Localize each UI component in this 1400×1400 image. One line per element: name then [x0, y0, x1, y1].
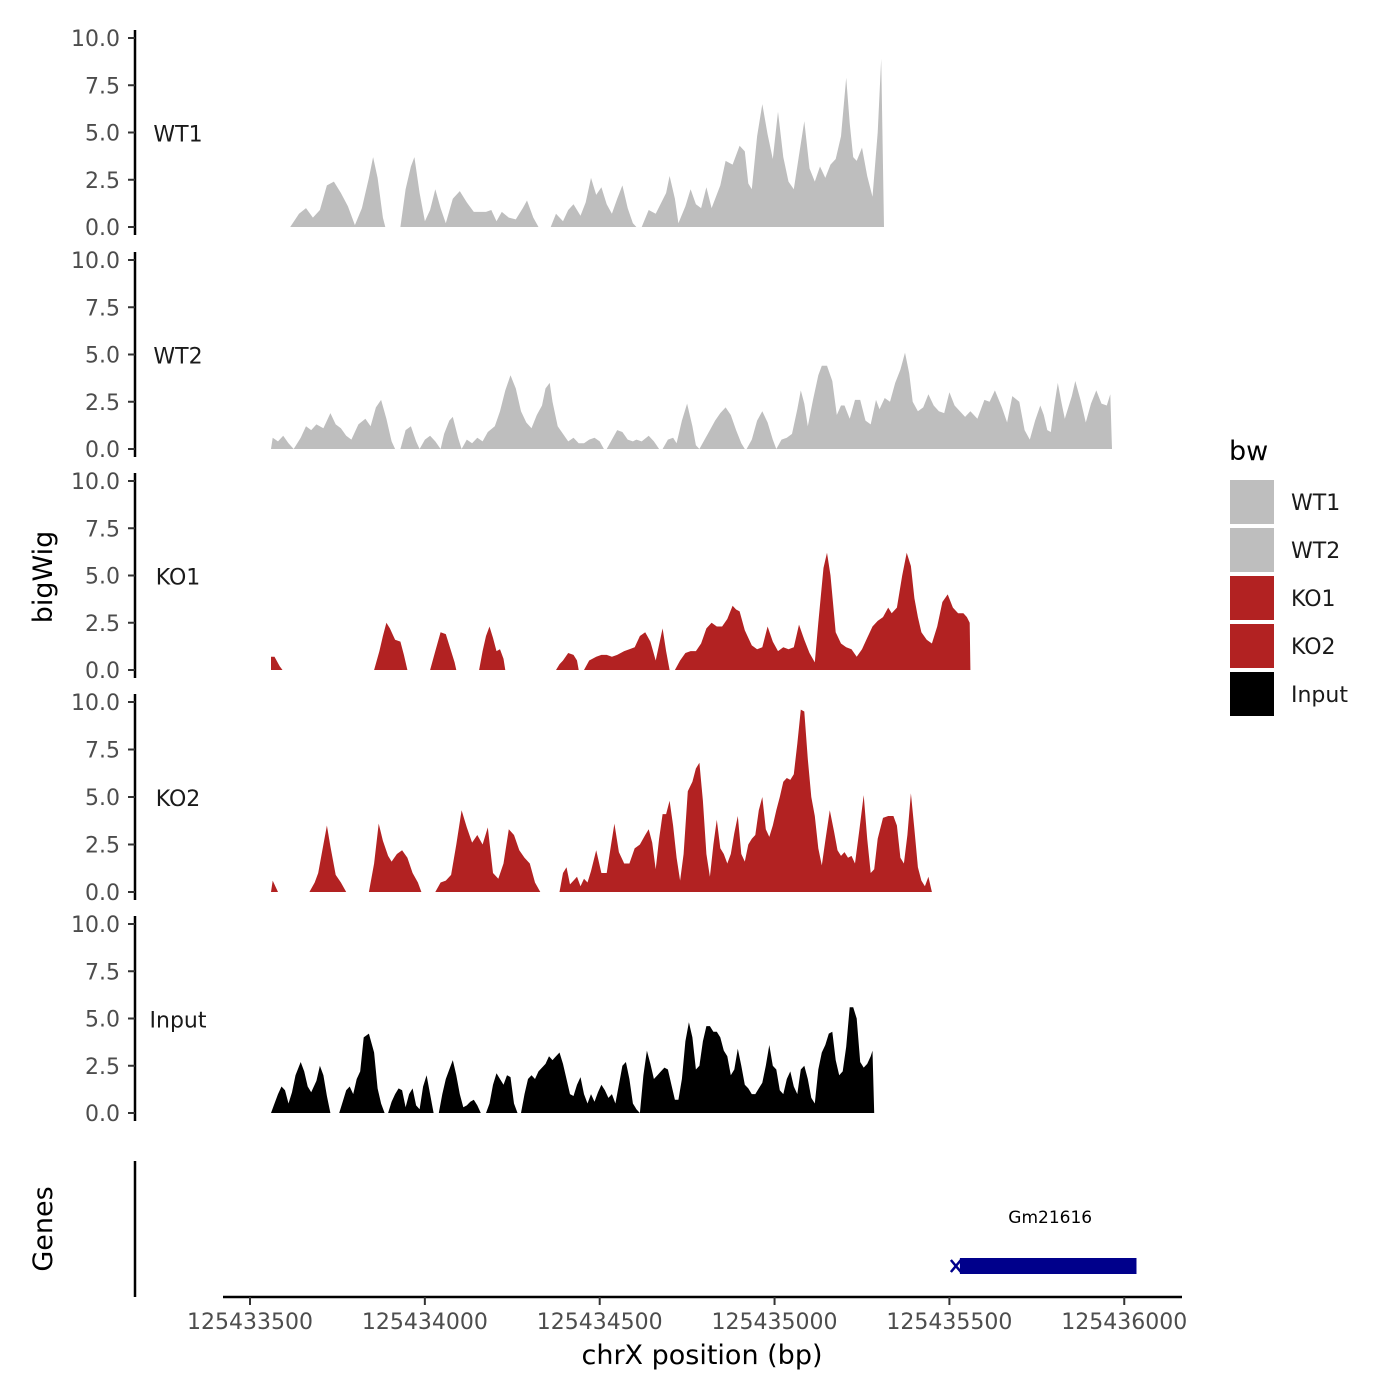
- genes-track-title: Genes: [28, 1186, 59, 1271]
- y-tick-label: 0.0: [85, 438, 120, 463]
- y-tick-label: 0.0: [85, 216, 120, 241]
- y-axis-title: bigWig: [28, 531, 59, 624]
- legend-swatch: [1230, 576, 1274, 620]
- x-tick-label: 125435000: [712, 1310, 838, 1335]
- legend-label: WT1: [1291, 491, 1340, 516]
- area-ko2: [271, 709, 932, 892]
- legend-label: KO2: [1291, 635, 1336, 660]
- y-tick-label: 7.5: [85, 74, 120, 99]
- y-tick-label: 0.0: [85, 1102, 120, 1127]
- area-wt1: [290, 58, 884, 227]
- area-ko1: [271, 552, 971, 670]
- x-axis-title: chrX position (bp): [581, 1340, 822, 1371]
- legend-swatch: [1230, 528, 1274, 572]
- y-tick-label: 2.5: [85, 391, 120, 416]
- y-tick-label: 7.5: [85, 739, 120, 764]
- genes-panel: Genes Gm21616: [28, 1161, 1137, 1297]
- track-label: KO1: [156, 566, 201, 591]
- legend-swatch: [1230, 672, 1274, 716]
- y-tick-label: 0.0: [85, 659, 120, 684]
- legend-label: Input: [1291, 683, 1348, 708]
- y-tick-label: 10.0: [71, 27, 120, 52]
- x-tick-label: 125435500: [886, 1310, 1012, 1335]
- x-tick-label: 125433500: [187, 1310, 313, 1335]
- gene-gm21616: Gm21616: [949, 1208, 1137, 1274]
- y-tick-label: 5.0: [85, 786, 120, 811]
- y-tick-label: 10.0: [71, 470, 120, 495]
- y-tick-label: 2.5: [85, 834, 120, 859]
- legend-title: bw: [1229, 436, 1268, 467]
- legend-swatch: [1230, 624, 1274, 668]
- gene-body: [959, 1258, 1137, 1274]
- legend-item-ko2: KO2: [1230, 624, 1336, 668]
- y-tick-label: 10.0: [71, 249, 120, 274]
- tracks-layer: 0.02.55.07.510.0WT10.02.55.07.510.0WT20.…: [71, 27, 1112, 1127]
- gene-label: Gm21616: [1008, 1208, 1092, 1228]
- track-label: WT1: [153, 123, 202, 148]
- track-label: KO2: [156, 787, 201, 812]
- y-tick-label: 2.5: [85, 1055, 120, 1080]
- gene-strand-marker: [949, 1259, 962, 1273]
- legend-item-wt2: WT2: [1230, 528, 1340, 572]
- y-tick-label: 5.0: [85, 565, 120, 590]
- legend-label: WT2: [1291, 539, 1340, 564]
- track-label: WT2: [153, 345, 202, 370]
- legend-item-ko1: KO1: [1230, 576, 1336, 620]
- track-wt2: 0.0 2.5 5.0 7.5 10.0 WT2: [71, 249, 1112, 463]
- y-tick-label: 7.5: [85, 960, 120, 985]
- y-tick-label: 5.0: [85, 122, 120, 147]
- y-tick-label: 2.5: [85, 612, 120, 637]
- area-input: [271, 1007, 875, 1113]
- legend-item-input: Input: [1230, 672, 1348, 716]
- y-tick-label: 7.5: [85, 517, 120, 542]
- y-tick-label: 10.0: [71, 691, 120, 716]
- y-tick-label: 7.5: [85, 296, 120, 321]
- legend-item-wt1: WT1: [1230, 480, 1340, 524]
- track-label: Input: [150, 1009, 207, 1034]
- y-tick-label: 5.0: [85, 1008, 120, 1033]
- y-tick-label: 5.0: [85, 344, 120, 369]
- legend: bw WT1 WT2 KO1 KO2 Input: [1229, 436, 1348, 716]
- track-ko1: 0.0 2.5 5.0 7.5 10.0 KO1: [71, 470, 971, 684]
- x-tick-label: 125434000: [362, 1310, 488, 1335]
- legend-label: KO1: [1291, 587, 1336, 612]
- y-tick-label: 2.5: [85, 169, 120, 194]
- area-wt2: [271, 352, 1112, 449]
- x-tick-label: 125434500: [537, 1310, 663, 1335]
- track-wt1: 0.0 2.5 5.0 7.5 10.0 WT1: [71, 27, 884, 241]
- x-tick-label: 125436000: [1061, 1310, 1187, 1335]
- legend-swatch: [1230, 480, 1274, 524]
- track-ko2: 0.0 2.5 5.0 7.5 10.0 KO2: [71, 691, 932, 906]
- track-input: 0.0 2.5 5.0 7.5 10.0 Input: [71, 913, 875, 1127]
- x-axis: 125433500 125434000 125434500 125435000 1254…: [187, 1295, 1187, 1335]
- y-tick-label: 10.0: [71, 913, 120, 938]
- y-tick-label: 0.0: [85, 881, 120, 906]
